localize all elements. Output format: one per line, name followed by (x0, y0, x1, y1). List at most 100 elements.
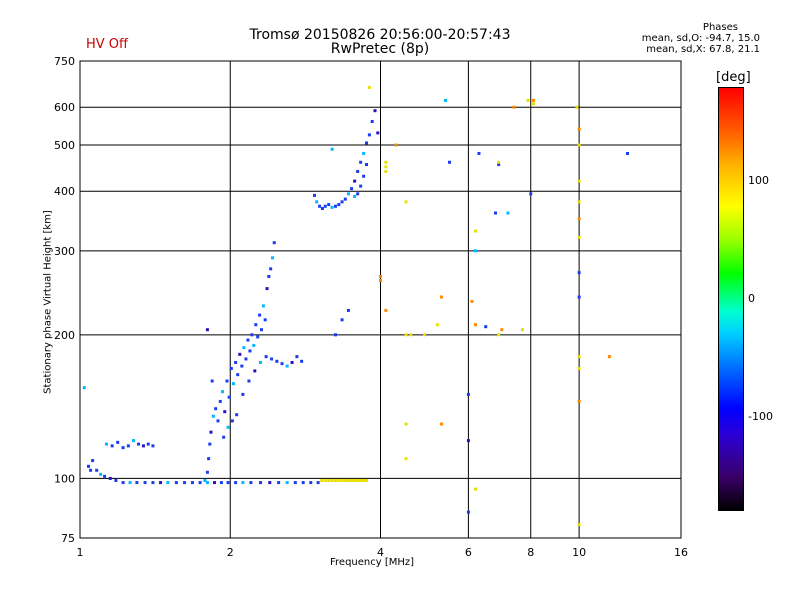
data-point-o (247, 379, 251, 383)
data-point-x (353, 478, 357, 482)
data-point-o (250, 333, 254, 337)
x-tick-label: 10 (572, 546, 586, 559)
data-point-o (222, 435, 226, 439)
data-point-other (384, 308, 388, 312)
data-point-other (577, 217, 581, 221)
data-point-o (466, 510, 470, 514)
data-point-other (440, 422, 444, 426)
data-point-o (223, 410, 227, 414)
data-point-o (350, 187, 354, 191)
data-point-o (248, 349, 252, 353)
data-point-o (242, 346, 246, 350)
data-point-o (343, 197, 347, 201)
y-axis-label: Stationary phase Virtual Height [km] (42, 210, 54, 394)
data-point-o (359, 160, 363, 164)
data-point-o (256, 335, 260, 339)
data-point-o (466, 439, 470, 443)
data-point-o (231, 382, 235, 386)
data-point-o (376, 131, 380, 135)
data-point-o (221, 390, 225, 394)
data-point-o (277, 481, 281, 485)
data-point-o (211, 414, 215, 418)
x-tick-label: 8 (527, 546, 534, 559)
data-point-x (531, 102, 535, 106)
data-point-o (264, 355, 268, 359)
data-point-o (82, 386, 86, 390)
data-point-o (207, 457, 211, 461)
data-point-o (340, 318, 344, 322)
data-point-o (108, 476, 112, 480)
data-point-x (333, 478, 337, 482)
colorbar-tick-label: -100 (748, 409, 773, 423)
data-point-x (577, 523, 581, 527)
data-point-x (422, 333, 426, 337)
data-point-o (362, 151, 366, 155)
data-point-o (340, 200, 344, 204)
data-point-x (577, 355, 581, 359)
data-point-other (394, 143, 398, 147)
data-point-x (330, 478, 334, 482)
data-point-o (259, 328, 263, 332)
data-point-o (323, 204, 327, 208)
y-tick-label: 600 (54, 101, 75, 114)
data-point-o (497, 163, 501, 167)
data-point-o (466, 392, 470, 396)
data-point-o (241, 481, 245, 485)
data-point-o (104, 442, 108, 446)
x-tick-label: 6 (465, 546, 472, 559)
data-point-o (577, 271, 581, 275)
phase-stats-title: Phases (702, 22, 738, 33)
data-point-x (362, 478, 366, 482)
data-point-o (265, 287, 269, 291)
data-point-o (270, 256, 274, 260)
data-point-o (132, 439, 136, 443)
data-point-o (240, 364, 244, 368)
data-point-x (577, 143, 581, 147)
data-point-o (477, 151, 481, 155)
data-point-o (203, 478, 207, 482)
data-point-o (373, 109, 377, 113)
data-point-o (253, 369, 257, 373)
data-point-o (473, 249, 477, 253)
y-tick-label: 300 (54, 245, 75, 258)
chart-subtitle: RwPretec (8p) (330, 41, 430, 57)
data-point-o (333, 333, 337, 337)
data-point-o (444, 98, 448, 102)
data-point-x (526, 98, 530, 102)
data-point-o (327, 203, 331, 207)
data-point-other (440, 295, 444, 299)
data-point-x (356, 478, 360, 482)
data-point-x (404, 200, 408, 204)
data-point-o (506, 211, 510, 215)
x-tick-label: 2 (227, 546, 234, 559)
data-point-o (300, 359, 304, 363)
data-point-other (500, 328, 504, 332)
data-point-x (435, 323, 439, 327)
data-point-o (346, 308, 350, 312)
data-point-o (315, 200, 319, 204)
data-point-o (356, 169, 360, 173)
data-point-o (137, 442, 141, 446)
data-point-x (320, 478, 324, 482)
data-point-o (205, 470, 209, 474)
data-point-o (128, 481, 132, 485)
x-tick-label: 4 (377, 546, 384, 559)
data-point-o (214, 407, 218, 411)
data-point-o (290, 360, 294, 364)
data-point-o (330, 205, 334, 209)
phase-stats-x: mean, sd,X: 67.8, 21.1 (646, 44, 760, 55)
data-point-o (365, 163, 369, 167)
data-point-o (216, 419, 220, 423)
data-point-other (577, 399, 581, 403)
y-tick-label: 400 (54, 185, 75, 198)
data-point-o (312, 193, 316, 197)
data-point-x (473, 229, 477, 233)
data-point-o (229, 366, 233, 370)
data-point-x (577, 366, 581, 370)
data-point-o (227, 395, 231, 399)
data-point-x (497, 160, 501, 164)
data-point-o (295, 355, 299, 359)
x-tick-label: 1 (77, 546, 84, 559)
data-point-o (166, 481, 170, 485)
